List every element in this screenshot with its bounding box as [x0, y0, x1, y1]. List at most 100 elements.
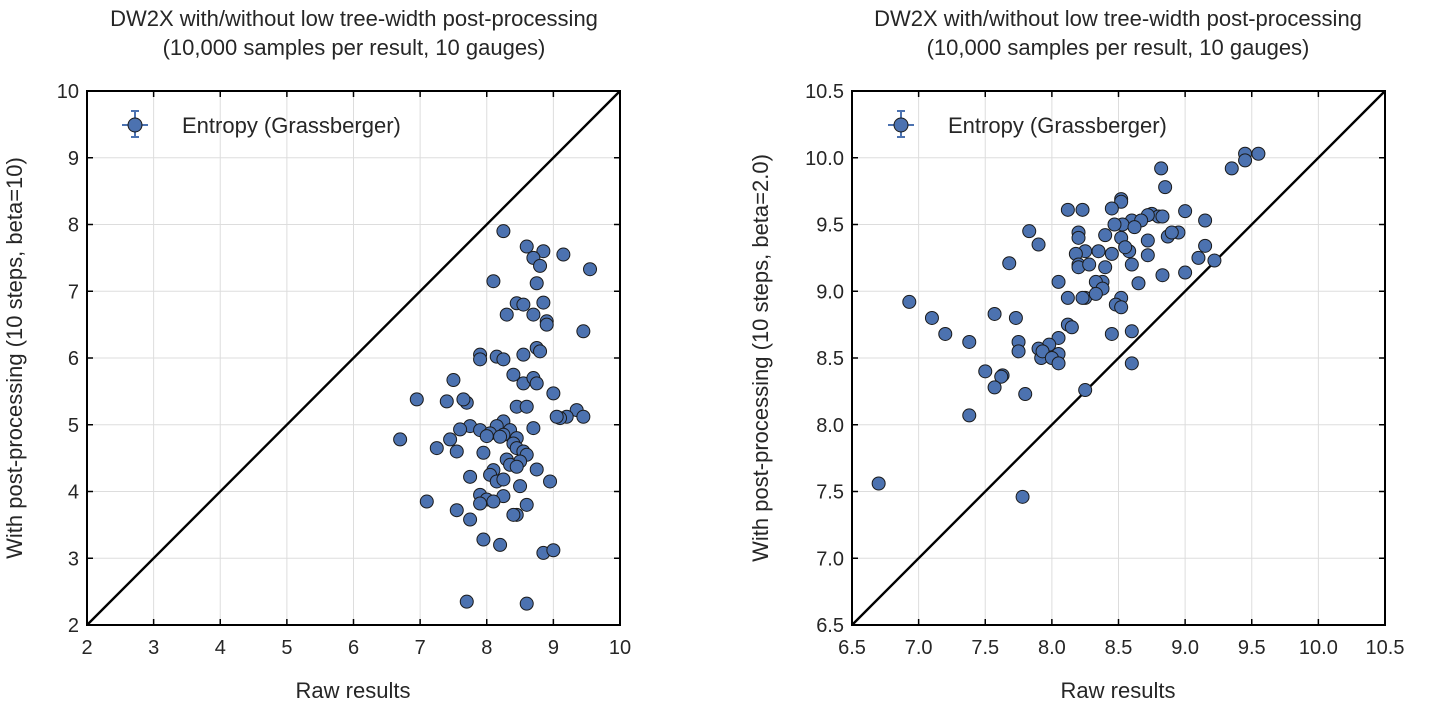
chart-left-data-point — [550, 410, 563, 423]
chart-left-data-point — [464, 470, 477, 483]
chart-left-data-point — [430, 442, 443, 455]
chart-left-data-point — [474, 497, 487, 510]
chart-right-data-point — [1225, 162, 1238, 175]
chart-right-data-point — [1208, 254, 1221, 267]
chart-right: DW2X with/without low tree-width post-pr… — [748, 6, 1404, 703]
chart-right-data-point — [1179, 266, 1192, 279]
chart-left-x-tick-label: 4 — [215, 637, 226, 659]
chart-right-data-point — [1105, 202, 1118, 215]
chart-left-x-ticks: 2 3 4 5 6 7 8 9 10 — [81, 91, 631, 659]
chart-right-data-point — [1165, 226, 1178, 239]
chart-left-data-point — [440, 395, 453, 408]
chart-left-legend-label: Entropy (Grassberger) — [182, 113, 401, 138]
chart-right-data-point — [1132, 277, 1145, 290]
chart-left-data-point — [557, 248, 570, 261]
chart-left-data-point — [497, 473, 510, 486]
chart-left-data-point — [464, 513, 477, 526]
chart-right-y-tick-label: 7.0 — [816, 548, 844, 570]
chart-right-x-tick-label: 10.5 — [1366, 637, 1405, 659]
chart-left-x-tick-label: 5 — [281, 637, 292, 659]
chart-right-data-point — [1092, 245, 1105, 258]
chart-left-data-point — [517, 348, 530, 361]
chart-left-data-point — [450, 504, 463, 517]
chart-right-data-point — [1239, 154, 1252, 167]
chart-right-data-point — [1179, 205, 1192, 218]
chart-right-legend: Entropy (Grassberger) — [888, 111, 1167, 138]
chart-left-y-tick-label: 6 — [68, 348, 79, 370]
chart-right-data-point — [1009, 311, 1022, 324]
chart-right-data-point — [1125, 357, 1138, 370]
chart-left-x-tick-label: 6 — [348, 637, 359, 659]
chart-right-data-point — [872, 477, 885, 490]
chart-right-data-point — [1072, 231, 1085, 244]
chart-left-data-point — [447, 374, 460, 387]
chart-left-data-point — [480, 430, 493, 443]
chart-left-legend-marker — [122, 111, 148, 137]
chart-left-y-tick-label: 7 — [68, 281, 79, 303]
chart-right-data-point — [1252, 147, 1265, 160]
chart-left-data-point — [494, 430, 507, 443]
chart-right-x-axis-label: Raw results — [1061, 678, 1176, 703]
chart-right-data-point — [1105, 247, 1118, 260]
chart-right-data-point — [1052, 275, 1065, 288]
chart-left-data-point — [474, 353, 487, 366]
chart-left-data-point — [477, 446, 490, 459]
chart-right-data-point — [939, 327, 952, 340]
chart-left-data-point — [544, 475, 557, 488]
chart-left-y-tick-label: 10 — [57, 81, 79, 103]
chart-left-data-point — [460, 595, 473, 608]
chart-left-data-point — [577, 410, 590, 423]
chart-left-y-tick-label: 2 — [68, 615, 79, 637]
chart-right-data-point — [1156, 210, 1169, 223]
chart-right-data-point — [1199, 239, 1212, 252]
chart-right-x-tick-label: 7.5 — [971, 637, 999, 659]
chart-left-data-point — [454, 423, 467, 436]
chart-right-y-tick-label: 8.5 — [816, 348, 844, 370]
chart-right-data-point — [1125, 325, 1138, 338]
chart-left-x-tick-label: 3 — [148, 637, 159, 659]
chart-left-data-point — [500, 308, 513, 321]
chart-left-data-point — [520, 498, 533, 511]
chart-right-data-point — [903, 295, 916, 308]
chart-left-data-point — [514, 480, 527, 493]
chart-right-data-point — [1032, 238, 1045, 251]
chart-right-data-point — [1119, 241, 1132, 254]
chart-right-data-point — [1019, 388, 1032, 401]
chart-right-points — [872, 147, 1265, 503]
chart-right-data-point — [1079, 384, 1092, 397]
chart-right-data-point — [1023, 225, 1036, 238]
chart-right-data-point — [963, 409, 976, 422]
chart-right-data-point — [1052, 357, 1065, 370]
chart-right-data-point — [1199, 214, 1212, 227]
chart-left-data-point — [520, 597, 533, 610]
chart-left-y-tick-label: 8 — [68, 215, 79, 237]
chart-right-data-point — [1076, 291, 1089, 304]
chart-right-x-tick-label: 9.5 — [1238, 637, 1266, 659]
chart-right-data-point — [1141, 234, 1154, 247]
chart-left-y-axis-label: With post-processing (10 steps, beta=10) — [2, 157, 27, 559]
chart-left-x-tick-label: 9 — [548, 637, 559, 659]
chart-right-data-point — [1141, 249, 1154, 262]
chart-right-y-tick-label: 9.0 — [816, 281, 844, 303]
chart-left-points — [394, 225, 597, 610]
chart-right-y-tick-label: 10.5 — [805, 81, 844, 103]
chart-right-x-tick-label: 8.5 — [1105, 637, 1133, 659]
chart-right-data-point — [1061, 291, 1074, 304]
chart-right-legend-label: Entropy (Grassberger) — [948, 113, 1167, 138]
chart-left-x-axis-label: Raw results — [296, 678, 411, 703]
chart-right-data-point — [1016, 490, 1029, 503]
chart-left-data-point — [530, 277, 543, 290]
chart-left-data-point — [577, 325, 590, 338]
chart-left-y-tick-label: 9 — [68, 148, 79, 170]
chart-right-y-ticks: 6.5 7.0 7.5 8.0 8.5 9.0 9.5 10.0 10.5 — [805, 81, 1385, 637]
chart-right-y-axis-label: With post-processing (10 steps, beta=2.0… — [748, 154, 773, 562]
chart-left-data-point — [487, 495, 500, 508]
chart-left-data-point — [457, 393, 470, 406]
chart-left-data-point — [420, 495, 433, 508]
chart-left-data-point — [534, 259, 547, 272]
chart-left-y-tick-label: 5 — [68, 415, 79, 437]
chart-right-data-point — [1105, 327, 1118, 340]
chart-right-data-point — [1003, 257, 1016, 270]
chart-left-legend: Entropy (Grassberger) — [122, 111, 401, 138]
